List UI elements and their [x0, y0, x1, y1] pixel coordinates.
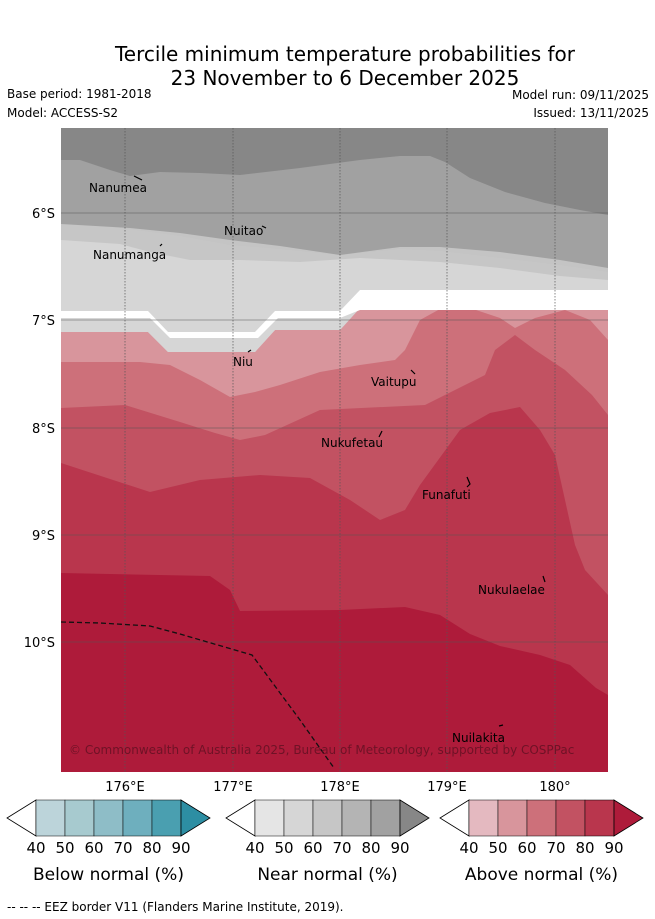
near-tick-60: 60 [303, 839, 322, 857]
below-colorbar: 40 50 60 70 80 90 Below normal (%) [6, 799, 211, 885]
vaitupu-island [410, 369, 416, 375]
above-extend-high [613, 799, 644, 837]
below-colorbar-title: Below normal (%) [33, 865, 184, 885]
near-cell-4 [341, 799, 372, 837]
near-tick-70: 70 [332, 839, 351, 857]
base-period: Base period: 1981-2018 [7, 87, 152, 101]
model-run: Model run: 09/11/2025 [511, 88, 649, 102]
map-fill-layers: Nanumea Nuitao Nanumanga Niu Vaitupu Nuk… [61, 128, 608, 772]
lat-gridlines [61, 212, 608, 643]
place-nuilakita: Nuilakita [452, 731, 505, 745]
near-90-band [61, 128, 608, 215]
above-cell-3 [526, 799, 557, 837]
above-colorbar-title: Above normal (%) [465, 865, 618, 885]
lat-label-8s: 8°S [32, 422, 55, 437]
near-tick-80: 80 [361, 839, 380, 857]
model-name: Model: ACCESS-S2 [7, 106, 119, 120]
near-cell-2 [283, 799, 314, 837]
above-extend-low [439, 799, 470, 837]
below-tick-80: 80 [142, 839, 161, 857]
lon-label-179e: 179°E [427, 780, 467, 795]
above-tick-50: 50 [488, 839, 507, 857]
nukulaelae-island [542, 575, 546, 583]
above-tick-80: 80 [575, 839, 594, 857]
above-cell-2 [497, 799, 528, 837]
near-tick-90: 90 [390, 839, 409, 857]
near-colorbar: 40 50 60 70 80 90 Near normal (%) [225, 799, 430, 885]
near-extend-low [225, 799, 256, 837]
lat-label-6s: 6°S [32, 207, 55, 222]
place-vaitupu: Vaitupu [371, 375, 417, 389]
nuilakita-island [498, 724, 504, 727]
above-tick-70: 70 [546, 839, 565, 857]
below-cell-1 [35, 799, 66, 837]
below-cell-5 [151, 799, 182, 837]
near-cell-5 [370, 799, 401, 837]
near-extend-high [399, 799, 430, 837]
below-cell-4 [122, 799, 153, 837]
niu-island [247, 349, 252, 353]
gridlines [124, 128, 556, 772]
nanumanga-island [159, 243, 163, 247]
lon-label-178e: 178°E [320, 780, 360, 795]
below-tick-50: 50 [55, 839, 74, 857]
near-colorbar-title: Near normal (%) [257, 865, 397, 885]
above-tick-60: 60 [517, 839, 536, 857]
lon-label-177e: 177°E [213, 780, 253, 795]
above-cell-1 [468, 799, 499, 837]
funafuti-island [466, 476, 471, 488]
near-cell-3 [312, 799, 343, 837]
lat-label-9s: 9°S [32, 529, 55, 544]
nukufetau-island [378, 430, 383, 438]
lon-axis: 176°E 177°E 178°E 179°E 180° [105, 780, 570, 795]
place-nanumanga: Nanumanga [93, 248, 166, 262]
above-tick-40: 40 [459, 839, 478, 857]
lon-label-180: 180° [539, 780, 570, 795]
place-nanumea: Nanumea [89, 181, 147, 195]
place-nukulaelae: Nukulaelae [478, 583, 545, 597]
eez-legend: -- -- -- EEZ border V11 (Flanders Marine… [7, 900, 344, 914]
near-tick-40: 40 [245, 839, 264, 857]
island-marks [133, 175, 546, 727]
below-tick-90: 90 [171, 839, 190, 857]
above-tick-90: 90 [604, 839, 623, 857]
nuitao-island [261, 225, 267, 229]
below-cell-2 [64, 799, 95, 837]
lat-axis: 6°S 7°S 8°S 9°S 10°S [24, 207, 55, 651]
place-funafuti: Funafuti [422, 488, 471, 502]
issued-date: Issued: 13/11/2025 [533, 106, 649, 120]
place-niu: Niu [233, 355, 253, 369]
below-cell-3 [93, 799, 124, 837]
below-tick-60: 60 [84, 839, 103, 857]
above-colorbar: 40 50 60 70 80 90 Above normal (%) [439, 799, 644, 885]
below-extend-high [180, 799, 211, 837]
map-title: Tercile minimum temperature probabilitie… [0, 42, 655, 90]
above-cell-4 [555, 799, 586, 837]
copyright-text: © Commonwealth of Australia 2025, Bureau… [69, 743, 574, 757]
white-gap-band [61, 290, 608, 338]
colorbars: 40 50 60 70 80 90 Below normal (%) 40 50 60 70 80 90… [6, 799, 644, 885]
place-nuitao: Nuitao [224, 224, 263, 238]
below-extend-low [6, 799, 37, 837]
lat-label-10s: 10°S [24, 636, 55, 651]
lat-label-7s: 7°S [32, 314, 55, 329]
lon-label-176e: 176°E [105, 780, 145, 795]
nanumea-island [133, 175, 143, 181]
title-line-2: 23 November to 6 December 2025 [170, 66, 520, 90]
below-tick-70: 70 [113, 839, 132, 857]
below-tick-40: 40 [26, 839, 45, 857]
near-cell-1 [254, 799, 285, 837]
title-line-1: Tercile minimum temperature probabilitie… [114, 42, 576, 66]
above-cell-5 [584, 799, 615, 837]
near-tick-50: 50 [274, 839, 293, 857]
eez-border [61, 621, 335, 769]
place-nukufetau: Nukufetau [321, 436, 383, 450]
